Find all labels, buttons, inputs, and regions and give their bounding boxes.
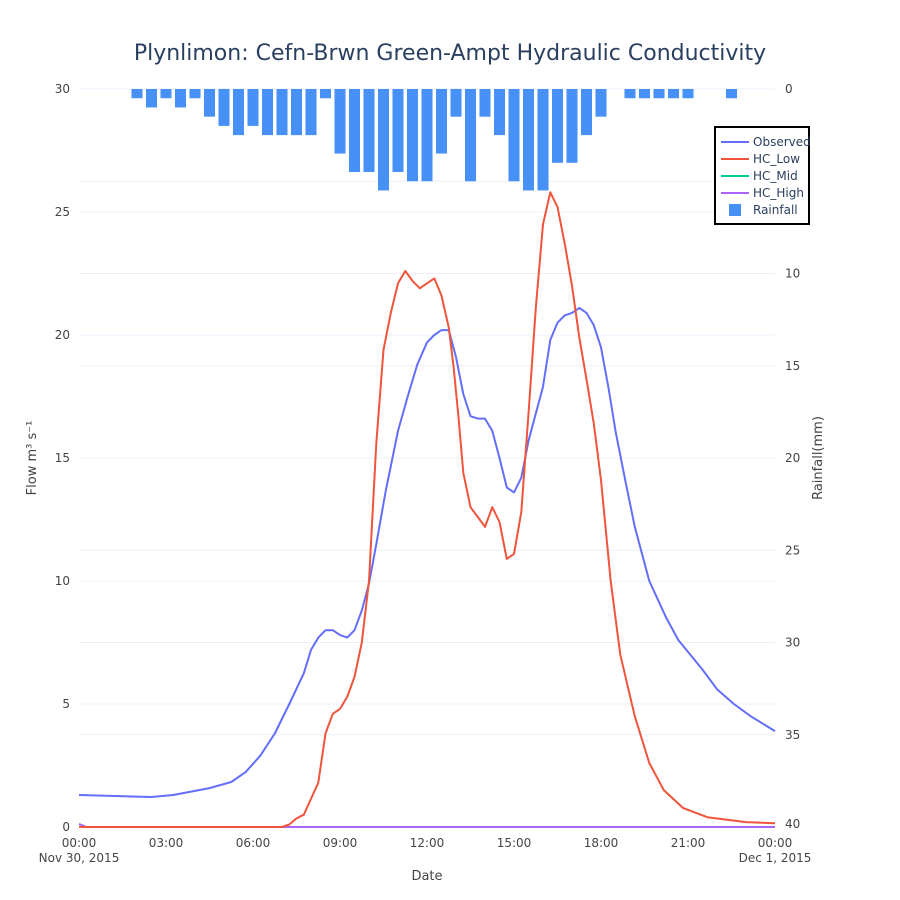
- y-tick-label: 25: [55, 205, 70, 219]
- rainfall-bar: [653, 89, 665, 99]
- rainfall-bar: [537, 89, 549, 191]
- x-tick-date-label: Nov 30, 2015: [39, 851, 120, 865]
- rainfall-bar: [305, 89, 317, 136]
- series-lines: [78, 191, 776, 828]
- rainfall-bar: [682, 89, 694, 99]
- rainfall-bar: [203, 89, 216, 117]
- rainfall-bar: [493, 89, 506, 136]
- rainfall-bar: [218, 89, 230, 126]
- y-tick-label: 10: [55, 574, 70, 588]
- rainfall-bar: [667, 89, 680, 99]
- rainfall-bar: [421, 89, 433, 182]
- rainfall-bar: [276, 89, 288, 136]
- rainfall-bar: [145, 89, 158, 108]
- y2-axis-title: Rainfall(mm): [811, 416, 826, 500]
- x-axis-title: Date: [411, 869, 442, 884]
- rainfall-bar: [160, 89, 172, 99]
- legend-label-hc_high: HC_High: [753, 186, 804, 200]
- x-tick-label: 18:00: [584, 836, 619, 850]
- rainfall-bar: [189, 89, 201, 99]
- rainfall-bar: [595, 89, 607, 117]
- rainfall-bar: [624, 89, 636, 99]
- rainfall-bar: [334, 89, 346, 154]
- legend-label-hc_low: HC_Low: [753, 152, 800, 166]
- rainfall-bar: [232, 89, 245, 136]
- x-tick-label: 21:00: [671, 836, 706, 850]
- rainfall-bar: [638, 89, 651, 99]
- rainfall-bar: [479, 89, 491, 117]
- rainfall-bar: [261, 89, 274, 136]
- x-tick-label: 00:00: [62, 836, 97, 850]
- legend-label-observed: Observed: [753, 135, 811, 149]
- rainfall-bars: [131, 89, 738, 191]
- y-tick-label: 5: [62, 697, 70, 711]
- rainfall-bar: [580, 89, 593, 136]
- gridlines: [79, 88, 775, 736]
- y-tick-label: 30: [55, 82, 70, 96]
- y-tick-label: 15: [55, 451, 70, 465]
- rainfall-bar: [508, 89, 520, 182]
- legend-swatch-rainfall: [729, 204, 741, 216]
- rainfall-bar: [319, 89, 332, 99]
- x-tick-label: 09:00: [323, 836, 358, 850]
- rainfall-bar: [725, 89, 738, 99]
- x-tick-label: 15:00: [497, 836, 532, 850]
- rainfall-bar: [551, 89, 564, 163]
- y2-tick-label: 35: [785, 728, 800, 742]
- y-axis-title: Flow m³ s⁻¹: [25, 421, 40, 496]
- y-tick-label: 0: [62, 820, 70, 834]
- rainfall-bar: [290, 89, 303, 136]
- rainfall-bar: [566, 89, 578, 163]
- y2-tick-label: 20: [785, 451, 800, 465]
- rainfall-bar: [392, 89, 404, 173]
- x-tick-label: 06:00: [236, 836, 271, 850]
- rainfall-bar: [247, 89, 259, 126]
- rainfall-bar: [522, 89, 535, 191]
- x-tick-label: 03:00: [149, 836, 184, 850]
- y2-tick-label: 30: [785, 636, 800, 650]
- rainfall-bar: [450, 89, 462, 117]
- rainfall-bar: [348, 89, 361, 173]
- rainfall-bar: [377, 89, 390, 191]
- y-tick-label: 20: [55, 328, 70, 342]
- y2-tick-label: 40: [785, 817, 800, 831]
- y2-tick-label: 10: [785, 267, 800, 281]
- series-line-hc_low: [79, 191, 776, 828]
- rainfall-bar: [464, 89, 477, 182]
- legend-label-hc_mid: HC_Mid: [753, 169, 798, 183]
- x-tick-label: 00:00: [758, 836, 793, 850]
- y2-tick-label: 15: [785, 359, 800, 373]
- rainfall-bar: [435, 89, 448, 154]
- legend: Observed HC_Low HC_Mid HC_High Rainfall: [714, 126, 811, 225]
- series-line-observed: [78, 306, 776, 798]
- legend-label-rainfall: Rainfall: [753, 203, 798, 217]
- rainfall-bar: [131, 89, 143, 99]
- rainfall-bar: [174, 89, 187, 108]
- rainfall-bar: [406, 89, 419, 182]
- chart-title: Plynlimon: Cefn-Brwn Green-Ampt Hydrauli…: [134, 41, 766, 66]
- x-tick-date-label: Dec 1, 2015: [739, 851, 812, 865]
- x-tick-label: 12:00: [410, 836, 445, 850]
- y2-tick-label: 25: [785, 543, 800, 557]
- rainfall-bar: [363, 89, 375, 173]
- y2-tick-label: 0: [785, 82, 793, 96]
